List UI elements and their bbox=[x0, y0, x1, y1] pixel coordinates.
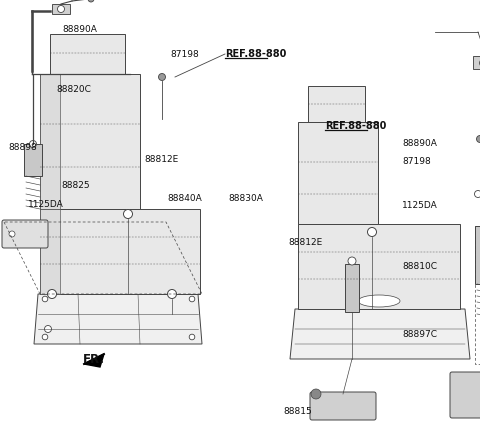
FancyBboxPatch shape bbox=[310, 392, 376, 420]
Text: REF.88-880: REF.88-880 bbox=[225, 49, 286, 59]
Bar bbox=[52, 5, 70, 15]
Text: 88815: 88815 bbox=[283, 406, 312, 415]
Circle shape bbox=[348, 258, 356, 265]
Text: 88897C: 88897C bbox=[402, 329, 437, 338]
Text: 88812E: 88812E bbox=[144, 155, 178, 163]
Text: 87198: 87198 bbox=[402, 157, 431, 166]
Circle shape bbox=[58, 7, 64, 14]
Polygon shape bbox=[290, 309, 470, 359]
Circle shape bbox=[29, 141, 36, 148]
Polygon shape bbox=[40, 75, 140, 209]
Circle shape bbox=[311, 389, 321, 399]
Circle shape bbox=[475, 191, 480, 198]
Text: 88890A: 88890A bbox=[62, 25, 97, 34]
Text: 88830A: 88830A bbox=[228, 194, 264, 203]
Text: 88810C: 88810C bbox=[402, 262, 437, 271]
Circle shape bbox=[9, 231, 15, 237]
Bar bbox=[473, 57, 480, 70]
Bar bbox=[345, 265, 359, 312]
Circle shape bbox=[123, 210, 132, 219]
Polygon shape bbox=[84, 354, 104, 367]
Text: 1125DA: 1125DA bbox=[402, 201, 438, 209]
Circle shape bbox=[477, 136, 480, 143]
Circle shape bbox=[88, 0, 94, 3]
Polygon shape bbox=[40, 75, 60, 209]
Text: FR.: FR. bbox=[83, 352, 105, 365]
Circle shape bbox=[42, 335, 48, 340]
Ellipse shape bbox=[358, 295, 400, 307]
Polygon shape bbox=[50, 35, 125, 75]
Polygon shape bbox=[308, 87, 365, 123]
Text: REF.88-880: REF.88-880 bbox=[325, 121, 387, 131]
Circle shape bbox=[168, 290, 177, 299]
Polygon shape bbox=[298, 225, 460, 309]
Bar bbox=[475, 226, 480, 284]
Text: 1125DA: 1125DA bbox=[28, 199, 63, 208]
FancyBboxPatch shape bbox=[2, 220, 48, 248]
FancyBboxPatch shape bbox=[450, 372, 480, 418]
Text: 88840A: 88840A bbox=[167, 194, 202, 203]
Circle shape bbox=[42, 297, 48, 302]
Polygon shape bbox=[34, 294, 202, 344]
Text: 88820C: 88820C bbox=[57, 85, 92, 94]
Text: 87198: 87198 bbox=[170, 50, 199, 59]
Polygon shape bbox=[40, 209, 60, 294]
Circle shape bbox=[189, 335, 195, 340]
Text: 88825: 88825 bbox=[61, 180, 90, 189]
Text: 88812E: 88812E bbox=[288, 238, 322, 247]
Polygon shape bbox=[298, 123, 378, 225]
Polygon shape bbox=[40, 209, 200, 294]
Circle shape bbox=[45, 326, 51, 333]
Circle shape bbox=[48, 290, 57, 299]
Circle shape bbox=[158, 74, 166, 81]
Text: 88898: 88898 bbox=[9, 143, 37, 152]
Text: 88890A: 88890A bbox=[402, 139, 437, 148]
Bar bbox=[24, 145, 42, 177]
Circle shape bbox=[189, 297, 195, 302]
Circle shape bbox=[368, 228, 376, 237]
